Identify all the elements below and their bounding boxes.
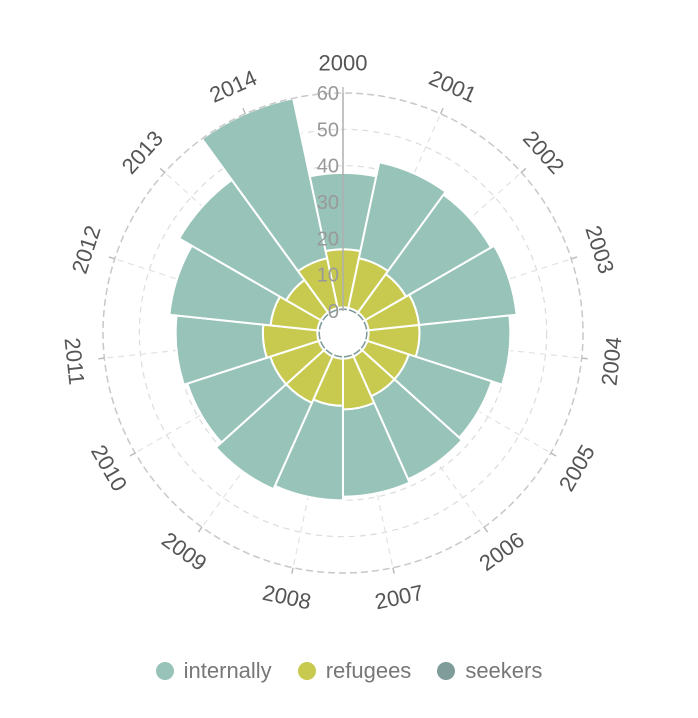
legend-item-internally[interactable]: internally: [155, 658, 272, 684]
chart-canvas: 0 10 20 30 40 50 60 2000 2001 2002 2003 2004 2005 200…: [60, 51, 627, 615]
legend: internally refugees seekers: [0, 658, 698, 684]
bar-internally-2004: [414, 314, 512, 386]
angle-tick: [483, 526, 489, 533]
category-label-2011: 2011: [60, 336, 90, 386]
angle-axis-circle: [102, 92, 584, 574]
angle-tick: [550, 452, 557, 457]
angle-tick: [159, 167, 166, 173]
category-label-2012: 2012: [67, 222, 106, 276]
angle-tick: [197, 526, 203, 533]
legend-swatch-refugees: [297, 662, 316, 680]
angle-tick: [98, 357, 105, 360]
radial-tick-label: 0: [328, 301, 339, 323]
angle-tick: [571, 256, 578, 260]
category-label-2004: 2004: [597, 336, 627, 387]
angle-tick: [520, 167, 527, 173]
category-label-2014: 2014: [206, 65, 261, 108]
radial-tick-label: 40: [317, 156, 339, 178]
category-label-2002: 2002: [518, 126, 569, 179]
bar-internally-2003: [408, 244, 518, 327]
angle-tick: [439, 107, 444, 115]
category-label-2013: 2013: [117, 126, 168, 179]
radial-tick-label: 30: [317, 192, 339, 214]
bar-internally-2001: [357, 161, 447, 273]
angle-tick: [291, 567, 294, 574]
category-label-2008: 2008: [260, 580, 313, 615]
category-label-2006: 2006: [475, 527, 529, 576]
radial-tick-label: 10: [317, 265, 339, 287]
radial-tick-label: 60: [317, 83, 339, 105]
legend-item-seekers[interactable]: seekers: [437, 658, 542, 684]
category-label-2010: 2010: [86, 441, 132, 496]
category-label-2005: 2005: [554, 441, 600, 496]
radial-tick-label: 20: [317, 228, 339, 250]
category-label-2003: 2003: [580, 222, 619, 276]
angle-tick: [392, 567, 395, 574]
category-label-2001: 2001: [425, 65, 480, 108]
angle-tick: [581, 357, 588, 360]
category-label-2009: 2009: [157, 527, 211, 576]
angle-tick: [108, 256, 115, 260]
legend-label-internally: internally: [183, 658, 272, 683]
category-label-2007: 2007: [373, 580, 426, 615]
bar-internally-2009: [214, 383, 313, 491]
legend-item-refugees[interactable]: refugees: [297, 658, 412, 684]
angle-tick: [129, 452, 136, 457]
legend-swatch-internally: [155, 662, 174, 680]
legend-swatch-seekers: [437, 662, 456, 680]
category-label-2000: 2000: [319, 51, 368, 76]
legend-label-refugees: refugees: [325, 658, 412, 683]
polar-chart: 0 10 20 30 40 50 60 2000 2001 2002 2003 2004 2005 200…: [60, 51, 627, 615]
legend-label-seekers: seekers: [465, 658, 543, 683]
radial-tick-label: 50: [317, 119, 339, 141]
angle-tick: [242, 107, 247, 115]
